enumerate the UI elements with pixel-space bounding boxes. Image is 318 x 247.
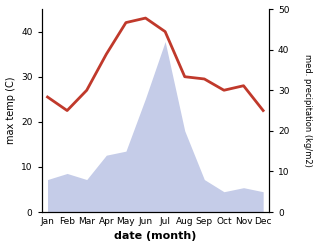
Y-axis label: med. precipitation (kg/m2): med. precipitation (kg/m2) [303,54,313,167]
Y-axis label: max temp (C): max temp (C) [5,77,16,144]
X-axis label: date (month): date (month) [114,231,197,242]
